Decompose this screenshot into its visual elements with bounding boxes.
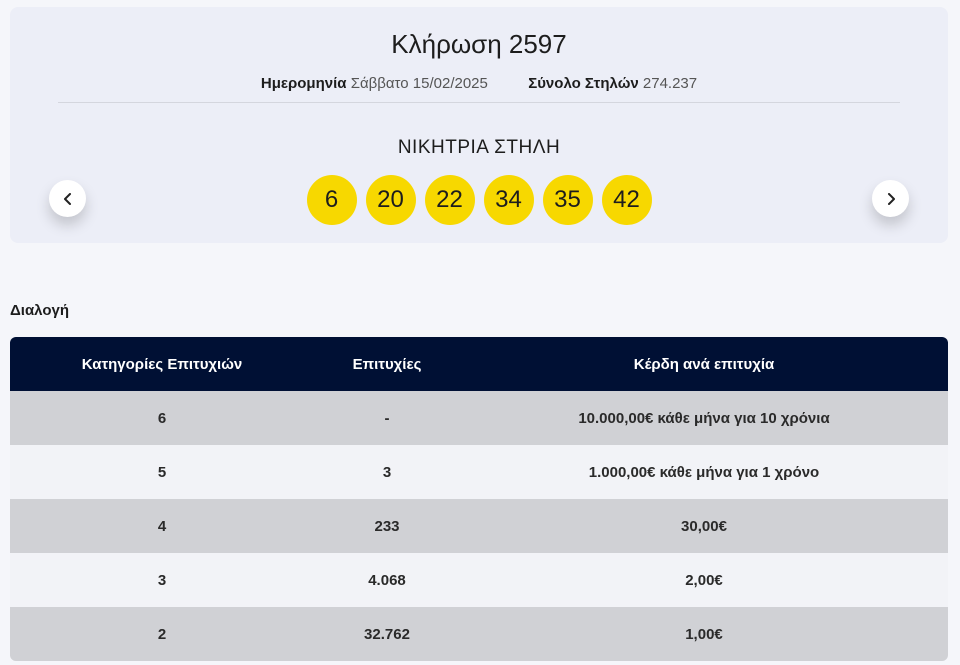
table-row: 3 4.068 2,00€ [10, 553, 948, 607]
table-row: 2 32.762 1,00€ [10, 607, 948, 661]
results-table: Κατηγορίες Επιτυχιών Επιτυχίες Κέρδη ανά… [10, 337, 948, 661]
number-ball: 34 [483, 175, 534, 225]
winners-cell: - [314, 391, 460, 445]
table-header-row: Κατηγορίες Επιτυχιών Επιτυχίες Κέρδη ανά… [10, 337, 948, 391]
prize-cell: 10.000,00€ κάθε μήνα για 10 χρόνια [460, 391, 948, 445]
header-prize: Κέρδη ανά επιτυχία [460, 337, 948, 391]
columns-value: 274.237 [642, 75, 698, 92]
prize-cell: 1,00€ [460, 607, 948, 661]
winners-cell: 32.762 [314, 607, 460, 661]
category-cell: 5 [10, 445, 314, 499]
number-ball: 6 [306, 175, 357, 225]
category-cell: 3 [10, 553, 314, 607]
number-ball: 42 [601, 175, 652, 225]
category-cell: 4 [10, 499, 314, 553]
winners-cell: 4.068 [314, 553, 460, 607]
winners-cell: 233 [314, 499, 460, 553]
columns-label: Σύνολο Στηλών [528, 75, 639, 92]
draw-title: Κλήρωση 2597 [391, 29, 567, 59]
table-row: 5 3 1.000,00€ κάθε μήνα για 1 χρόνο [10, 445, 948, 499]
date-label: Ημερομηνία [260, 75, 347, 92]
chevron-right-icon [887, 192, 895, 205]
previous-draw-button[interactable] [49, 180, 86, 217]
header-winners: Επιτυχίες [314, 337, 460, 391]
table-row: 4 233 30,00€ [10, 499, 948, 553]
winning-numbers: 6 20 22 34 35 42 [10, 175, 948, 225]
draw-meta: Ημερομηνία Σάββατο 15/02/2025 Σύνολο Στη… [10, 75, 948, 92]
chevron-left-icon [63, 192, 71, 205]
number-ball: 35 [542, 175, 593, 225]
category-cell: 2 [10, 607, 314, 661]
winning-column-label: ΝΙΚΗΤΡΙΑ ΣΤΗΛΗ [397, 137, 561, 158]
next-draw-button[interactable] [872, 180, 909, 217]
section-label: Διαλογή [10, 302, 69, 319]
table-row: 6 - 10.000,00€ κάθε μήνα για 10 χρόνια [10, 391, 948, 445]
number-ball: 20 [365, 175, 416, 225]
prize-cell: 30,00€ [460, 499, 948, 553]
winners-cell: 3 [314, 445, 460, 499]
header-category: Κατηγορίες Επιτυχιών [10, 337, 314, 391]
number-ball: 22 [424, 175, 475, 225]
date-value: Σάββατο 15/02/2025 [350, 75, 488, 92]
prize-cell: 2,00€ [460, 553, 948, 607]
divider [58, 102, 900, 103]
prize-cell: 1.000,00€ κάθε μήνα για 1 χρόνο [460, 445, 948, 499]
draw-card: Κλήρωση 2597 Ημερομηνία Σάββατο 15/02/20… [10, 7, 948, 243]
category-cell: 6 [10, 391, 314, 445]
